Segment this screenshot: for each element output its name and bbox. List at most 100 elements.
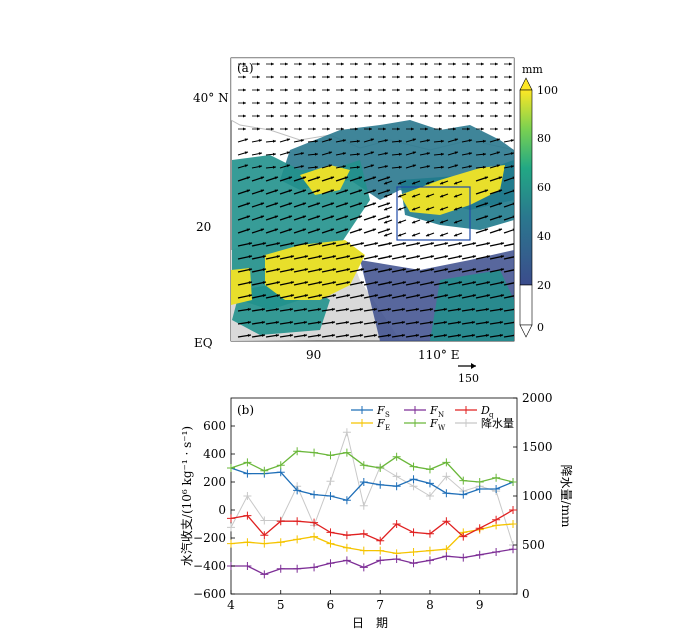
data-point [227, 539, 235, 548]
wind-vector-head [425, 88, 428, 92]
data-point [492, 548, 501, 556]
wind-vector-head [402, 294, 406, 298]
data-point [359, 461, 368, 470]
y2-axis-label: 降水量/mm [559, 465, 573, 528]
wind-vector-head [412, 194, 416, 198]
wind-vector-head [328, 138, 332, 142]
wind-vector-head [355, 75, 358, 79]
wind-vector-head [313, 127, 316, 131]
wind-vector-head [341, 114, 344, 118]
wind-vector-head [285, 127, 288, 131]
wind-vector-head [388, 242, 392, 246]
wind-vector-head [482, 139, 486, 143]
wind-vector-head [248, 255, 252, 259]
wind-vector-head [429, 320, 433, 324]
wind-vector-head [271, 114, 274, 118]
data-point [243, 538, 252, 547]
wind-vector-head [341, 75, 344, 79]
wind-vector-head [373, 307, 377, 311]
data-point [342, 448, 351, 457]
legend-label: F [429, 417, 438, 430]
wind-vector-head [402, 242, 406, 246]
wind-vector-head [290, 242, 294, 246]
wind-vector-head [454, 194, 458, 198]
wind-vector [503, 256, 514, 260]
wind-vector-head [304, 281, 308, 285]
data-point [492, 473, 501, 482]
wind-vector-head [260, 228, 264, 232]
wind-vector-head [467, 101, 470, 105]
wind-vector-head [495, 75, 498, 79]
wind-vector [503, 229, 514, 234]
wind-vector-head [288, 228, 292, 232]
wind-vector-head [386, 189, 390, 193]
data-point [442, 472, 451, 481]
map-lat-tick-20: 20 [196, 220, 211, 234]
wind-vector-head [495, 88, 498, 92]
wind-vector-head [398, 220, 402, 224]
wind-vector-head [289, 307, 293, 311]
wind-vector-head [482, 165, 486, 169]
wind-vector-head [244, 138, 248, 142]
wind-vector-head [327, 62, 330, 66]
wind-vector-head [314, 165, 318, 169]
wind-vector-head [313, 88, 316, 92]
data-point [392, 520, 401, 528]
wind-vector-head [300, 139, 304, 143]
wind-vector-head [484, 202, 488, 206]
wind-vector-head [358, 202, 362, 206]
wind-vector-head [274, 228, 278, 232]
wind-vector-head [302, 189, 306, 193]
wind-vector-head [440, 152, 444, 156]
wind-vector-head [247, 333, 251, 337]
data-point [243, 511, 252, 520]
wind-vector-head [262, 242, 266, 246]
wind-vector-head [500, 255, 504, 259]
wind-vector [503, 282, 514, 286]
data-point [310, 490, 319, 499]
wind-vector-head [412, 181, 416, 185]
data-point [409, 548, 418, 556]
wind-vector-head [384, 165, 388, 169]
wind-vector-head [355, 88, 358, 92]
wind-vector-head [499, 307, 503, 311]
wind-vector-head [261, 307, 265, 311]
wind-vector-head [355, 101, 358, 105]
data-point [409, 528, 418, 537]
wind-vector-head [248, 268, 252, 272]
wind-vector-head [330, 202, 334, 206]
wind-vector-head [318, 255, 322, 259]
wind-vector-head [243, 75, 246, 79]
data-point [359, 501, 368, 510]
wind-vector-head [369, 127, 372, 131]
wind-vector-head [426, 152, 430, 156]
wind-vector-head [412, 138, 416, 142]
wind-vector-head [486, 255, 490, 259]
wind-vector-head [346, 255, 350, 259]
wind-vector-head [299, 88, 302, 92]
data-point [459, 532, 468, 541]
wind-vector-head [509, 127, 512, 131]
wind-vector-head [387, 333, 391, 337]
wind-vector-head [374, 268, 378, 272]
wind-vector [503, 190, 514, 195]
wind-vector-head [416, 242, 420, 246]
data-point [509, 520, 518, 528]
wind-vector-head [467, 127, 470, 131]
wind-vector-head [425, 101, 428, 105]
data-point [359, 478, 368, 486]
wind-vector-head [412, 164, 416, 168]
wind-vector-head [411, 75, 414, 79]
wind-vector-head [430, 268, 434, 272]
data-point [376, 546, 385, 555]
wind-vector-head [453, 62, 456, 66]
legend-label-subscript: N [438, 411, 444, 419]
wind-vector-head [262, 294, 266, 298]
map-lat-tick-40n: 40° N [193, 91, 229, 105]
wind-vector-head [318, 294, 322, 298]
wind-vector-head [495, 114, 498, 118]
data-point [342, 531, 351, 540]
wind-vector-head [495, 127, 498, 131]
colorbar-tick-20: 20 [537, 279, 551, 292]
